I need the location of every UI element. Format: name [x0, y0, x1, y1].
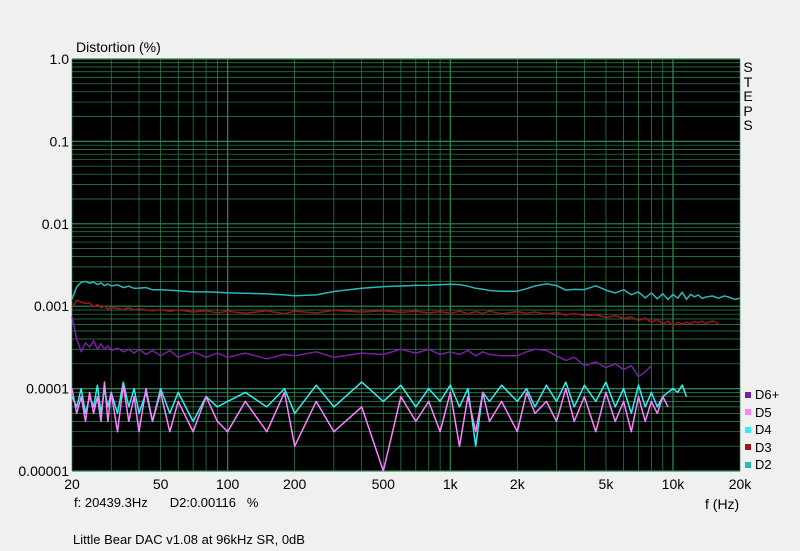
- legend-item[interactable]: D4: [745, 421, 779, 439]
- measurement-caption: Little Bear DAC v1.08 at 96kHz SR, 0dB: [73, 532, 305, 547]
- status-readout: f: 20439.3Hz D2:0.00116 %: [74, 495, 258, 510]
- legend-label: D5: [755, 404, 772, 420]
- legend-swatch: [745, 391, 751, 398]
- y-tick-label: 0.00001: [18, 463, 69, 479]
- x-tick-label: 50: [153, 476, 169, 492]
- x-tick-label: 500: [372, 476, 396, 492]
- x-tick-label: 20k: [729, 476, 753, 492]
- steps-letter[interactable]: T: [743, 73, 753, 90]
- y-tick-label: 0.1: [50, 133, 70, 149]
- y-axis-label: Distortion (%): [76, 39, 161, 55]
- series-line-d4: [71, 381, 688, 447]
- tick-labels: 20 50 100 200 500 1k 2k 5k 10k 20k 1.0 0.1 0.01 0.001…: [18, 51, 752, 492]
- legend-label: D6+: [755, 387, 780, 403]
- legend-label: D3: [755, 439, 772, 455]
- x-tick-label: 10k: [662, 476, 686, 492]
- y-tick-label: 0.01: [42, 216, 69, 232]
- grid-lines: [71, 58, 741, 472]
- legend-item[interactable]: D2: [745, 456, 779, 474]
- x-tick-label: 100: [216, 476, 240, 492]
- legend-swatch: [745, 444, 751, 451]
- x-tick-label: 2k: [510, 476, 526, 492]
- steps-letter[interactable]: S: [743, 117, 753, 133]
- legend-swatch: [745, 426, 751, 433]
- y-tick-label: 0.001: [34, 298, 69, 314]
- y-tick-label: 1.0: [50, 51, 70, 67]
- series-line-d3: [71, 299, 719, 327]
- series-line-d6plus: [71, 316, 652, 378]
- x-tick-label: 5k: [599, 476, 615, 492]
- x-tick-label: 200: [283, 476, 307, 492]
- cursor-value: D2:0.00116: [169, 495, 236, 510]
- series-line-d5: [71, 381, 669, 472]
- x-tick-label: 1k: [443, 476, 459, 492]
- series-layer: [71, 280, 741, 472]
- legend-swatch: [745, 461, 751, 468]
- steps-letter[interactable]: E: [743, 88, 753, 104]
- legend-swatch: [745, 409, 751, 416]
- legend-item[interactable]: D5: [745, 404, 779, 422]
- legend-item[interactable]: D3: [745, 439, 779, 457]
- legend-label: D4: [755, 422, 772, 438]
- x-axis-label: f (Hz): [705, 496, 739, 512]
- series-line-d2: [71, 280, 741, 301]
- x-tick-label: 20: [64, 476, 80, 492]
- cursor-frequency: f: 20439.3Hz: [74, 495, 148, 510]
- legend-label: D2: [755, 457, 772, 473]
- steps-letter[interactable]: S: [743, 59, 753, 75]
- steps-letter[interactable]: P: [743, 102, 753, 119]
- legend-item[interactable]: D6+: [745, 386, 779, 404]
- cursor-unit: %: [246, 495, 259, 510]
- legend: D6+ D5 D4 D3 D2: [745, 386, 779, 474]
- y-tick-label: 0.0001: [26, 381, 69, 397]
